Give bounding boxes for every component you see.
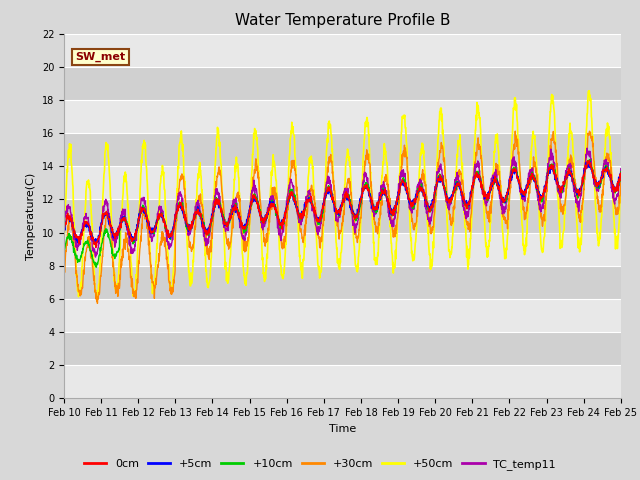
Text: SW_met: SW_met <box>75 52 125 62</box>
Bar <box>64 266 621 299</box>
X-axis label: Time: Time <box>329 424 356 433</box>
Bar <box>64 332 621 365</box>
Bar <box>64 199 621 233</box>
Bar <box>64 133 621 166</box>
Y-axis label: Temperature(C): Temperature(C) <box>26 172 36 260</box>
Bar <box>64 233 621 266</box>
Legend: 0cm, +5cm, +10cm, +30cm, +50cm, TC_temp11: 0cm, +5cm, +10cm, +30cm, +50cm, TC_temp1… <box>79 455 561 474</box>
Title: Water Temperature Profile B: Water Temperature Profile B <box>235 13 450 28</box>
Bar <box>64 299 621 332</box>
Bar <box>64 67 621 100</box>
Bar <box>64 34 621 67</box>
Bar <box>64 365 621 398</box>
Bar <box>64 100 621 133</box>
Bar <box>64 166 621 199</box>
